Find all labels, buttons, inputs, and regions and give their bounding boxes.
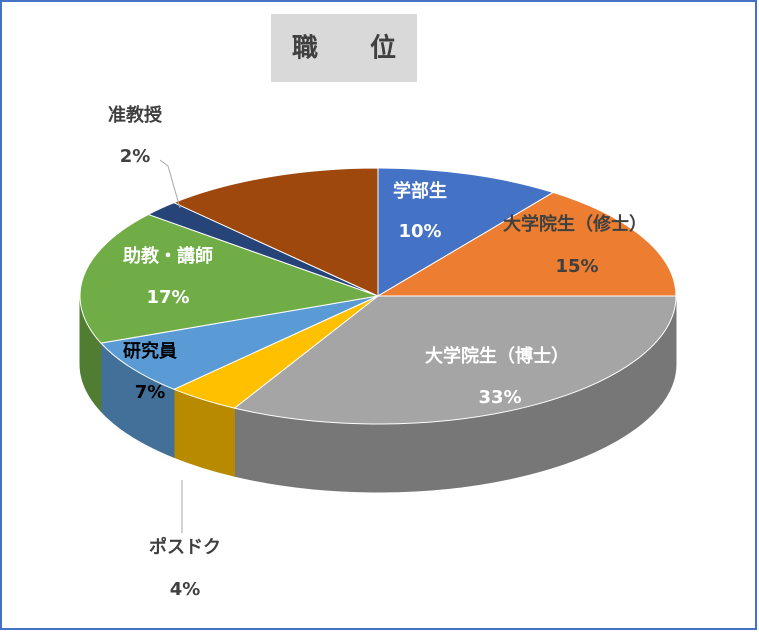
value-label: 17% xyxy=(146,287,189,308)
title-box xyxy=(271,14,417,82)
category-label: 学部生 xyxy=(393,180,447,202)
category-label: 大学院生（博士） xyxy=(425,345,569,367)
category-label: 助教・講師 xyxy=(123,245,213,267)
value-label: 2% xyxy=(120,146,151,167)
value-label: 10% xyxy=(398,221,441,242)
pie-slice xyxy=(376,191,677,297)
pie-slice xyxy=(99,295,379,390)
leader-line xyxy=(159,159,181,209)
pie-slice xyxy=(172,167,379,297)
pie-slice xyxy=(377,167,555,297)
value-label: 4% xyxy=(170,579,201,600)
value-label: 33% xyxy=(478,387,521,408)
pie-sides xyxy=(79,295,677,493)
pie-tops xyxy=(79,167,677,425)
category-label: 研究員 xyxy=(123,340,177,362)
chart-title: 職 位 xyxy=(292,33,396,64)
category-label: ポスドク xyxy=(149,536,221,558)
data-labels: 学部生 10% 大学院生（修士） 15% 大学院生（博士） 33% ポスドク 4% 研究員 7% 助… xyxy=(108,104,647,600)
category-label: 大学院生（修士） xyxy=(503,213,647,235)
category-label: 准教授 xyxy=(108,104,163,126)
value-label: 7% xyxy=(135,382,166,403)
pie-slice xyxy=(79,213,380,344)
pie-slice xyxy=(233,295,677,425)
value-label: 15% xyxy=(555,256,598,277)
